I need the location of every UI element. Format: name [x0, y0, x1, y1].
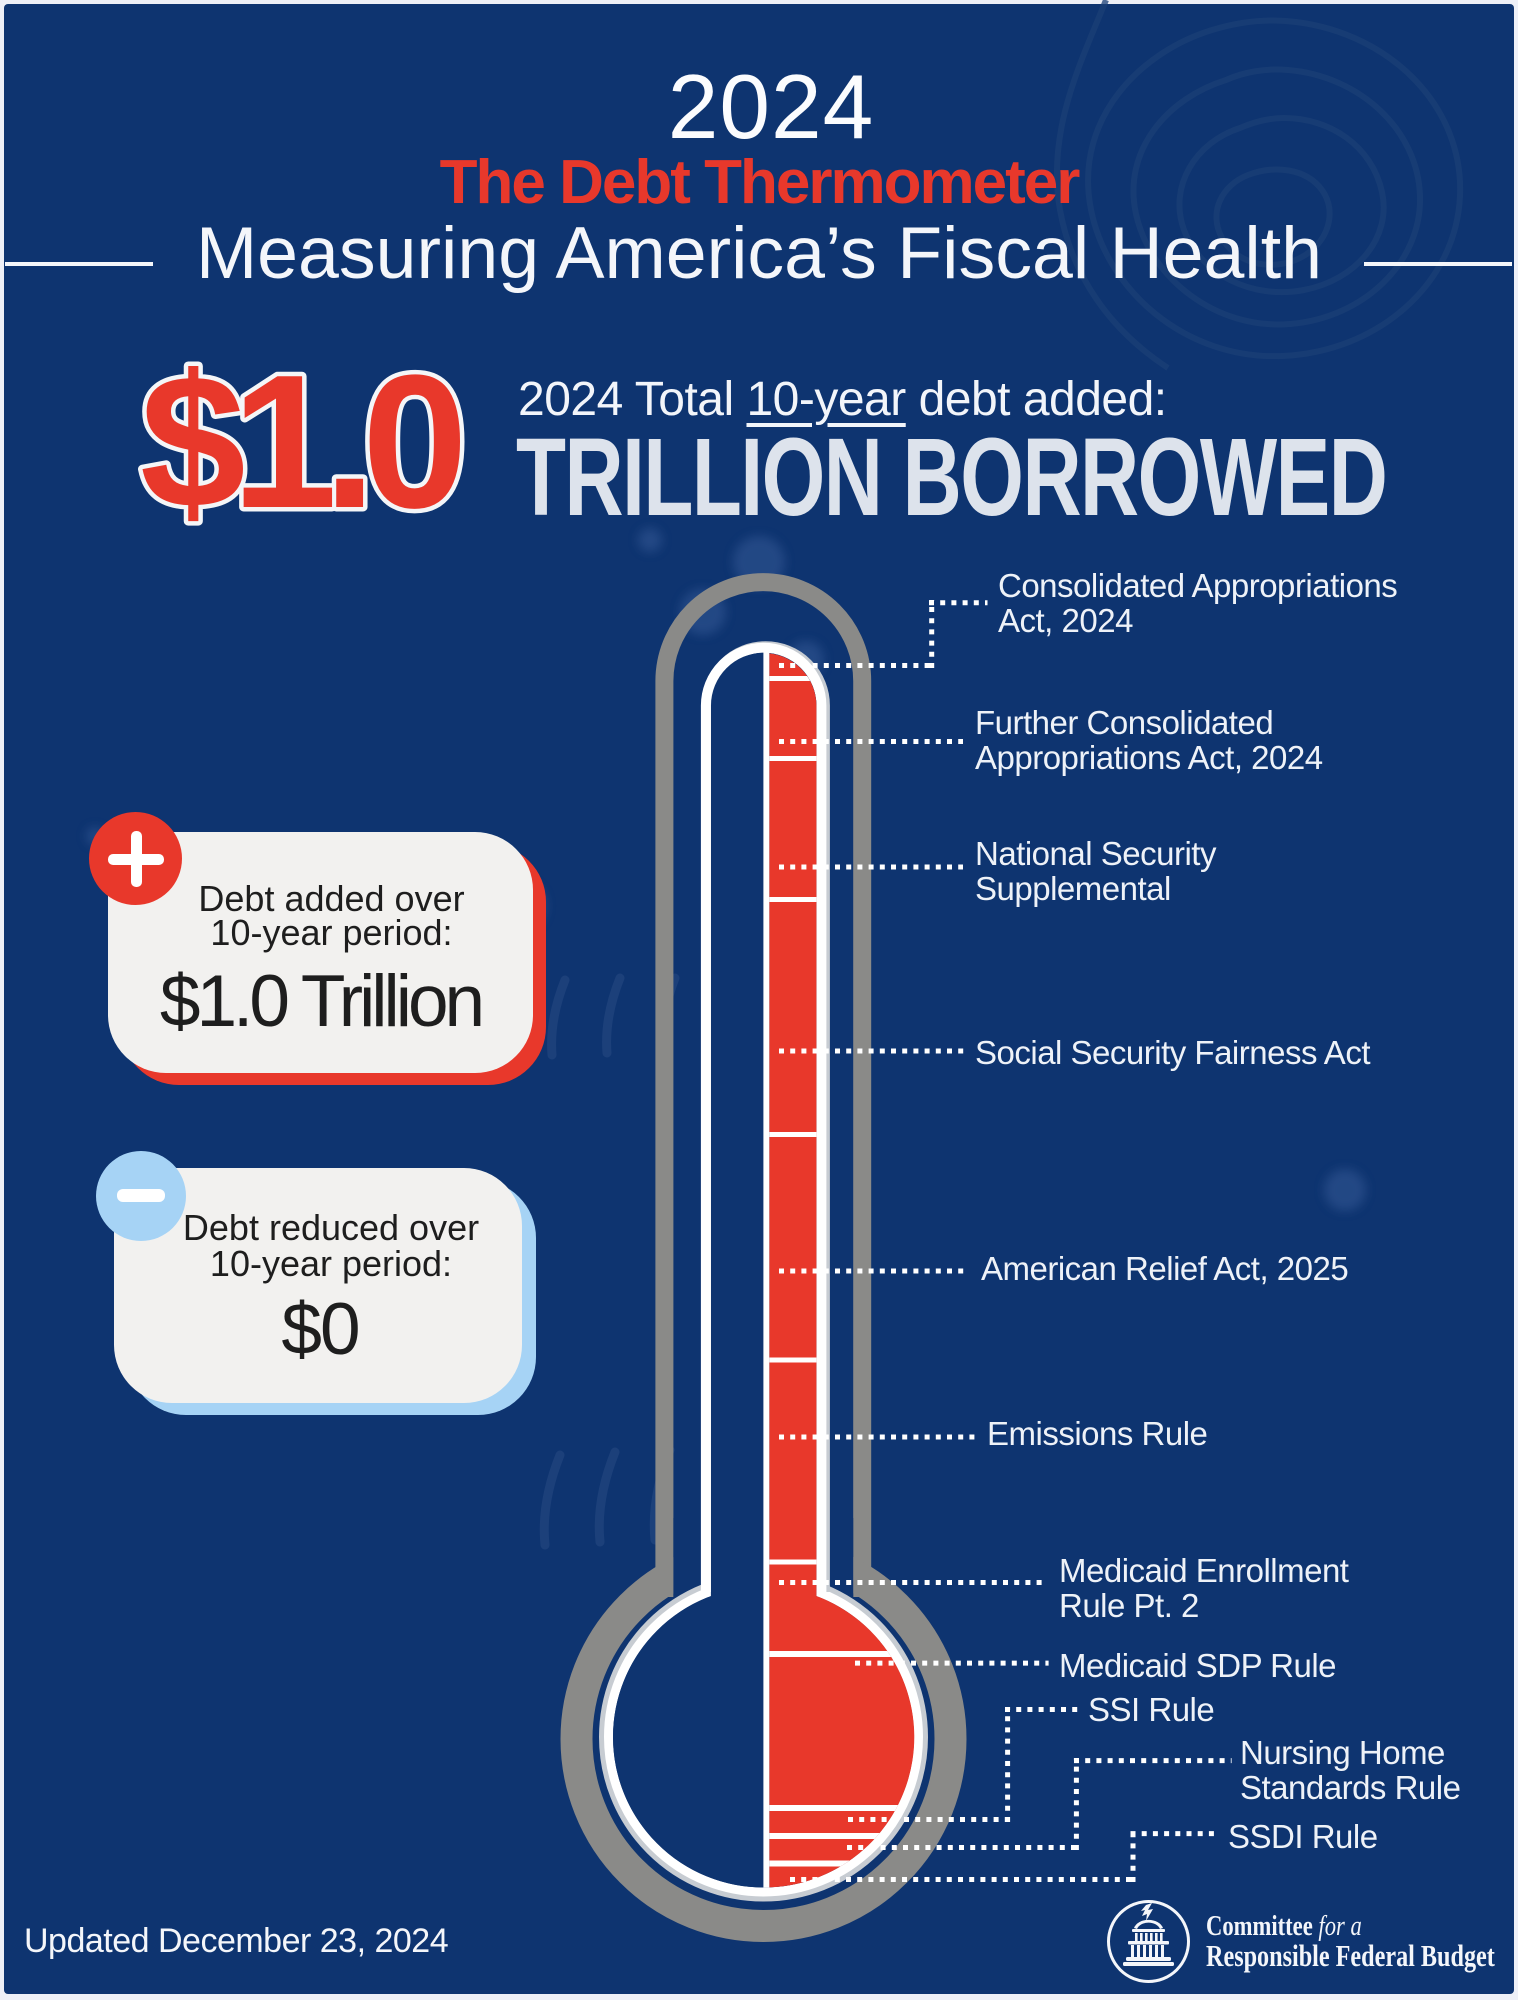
- svg-text:$1.0: $1.0: [140, 336, 460, 548]
